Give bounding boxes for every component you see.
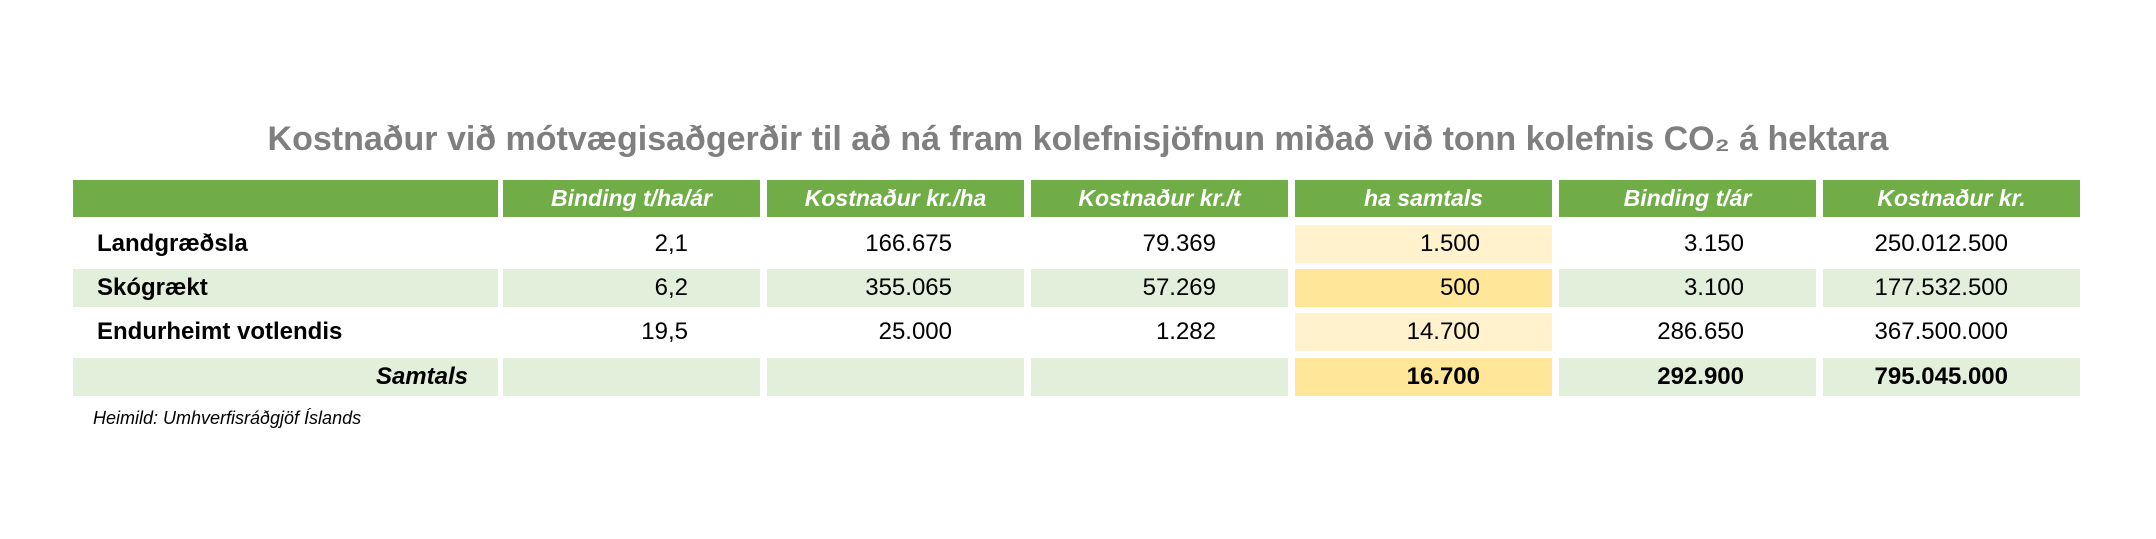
table-cell: 57.269	[1031, 269, 1288, 307]
table-cell: 286.650	[1559, 313, 1816, 351]
header-cell: Kostnaður kr./t	[1031, 180, 1288, 217]
table-cell: 355.065	[767, 269, 1024, 307]
table-title: Kostnaður við mótvægisaðgerðir til að ná…	[267, 120, 1889, 158]
table-cell: 367.500.000	[1823, 313, 2080, 351]
table-cell: 19,5	[503, 313, 760, 351]
header-cell: Binding t/ár	[1559, 180, 1816, 217]
row-label: Endurheimt votlendis	[73, 313, 498, 351]
total-cell: 16.700	[1295, 358, 1552, 396]
total-cell: 795.045.000	[1823, 358, 2080, 396]
table-cell: 25.000	[767, 313, 1024, 351]
header-cell: Kostnaður kr.	[1823, 180, 2080, 217]
total-cell: 292.900	[1559, 358, 1816, 396]
table-cell: 2,1	[503, 225, 760, 263]
table-cell: 1.282	[1031, 313, 1288, 351]
header-cell: Binding t/ha/ár	[503, 180, 760, 217]
row-label: Skógrækt	[73, 269, 498, 307]
table-cell: 177.532.500	[1823, 269, 2080, 307]
table-cell: 500	[1295, 269, 1552, 307]
row-label: Landgræðsla	[73, 225, 498, 263]
header-cell	[73, 180, 498, 217]
header-cell: ha samtals	[1295, 180, 1552, 217]
table-cell: 1.500	[1295, 225, 1552, 263]
table-cell: 14.700	[1295, 313, 1552, 351]
table-cell: 166.675	[767, 225, 1024, 263]
table-cell: 3.100	[1559, 269, 1816, 307]
table-cell	[1031, 358, 1288, 396]
total-label: Samtals	[73, 358, 498, 396]
table-cell	[503, 358, 760, 396]
table-cell: 3.150	[1559, 225, 1816, 263]
table-cell: 79.369	[1031, 225, 1288, 263]
table-cell: 6,2	[503, 269, 760, 307]
header-cell: Kostnaður kr./ha	[767, 180, 1024, 217]
table-cell: 250.012.500	[1823, 225, 2080, 263]
source-note: Heimild: Umhverfisráðgjöf Íslands	[93, 408, 362, 428]
table-cell	[767, 358, 1024, 396]
